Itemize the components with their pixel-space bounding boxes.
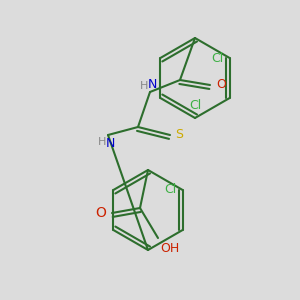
Text: S: S	[175, 128, 183, 142]
Text: Cl: Cl	[164, 184, 177, 196]
Text: H: H	[98, 137, 106, 147]
Text: Cl: Cl	[189, 99, 201, 112]
Text: O: O	[95, 206, 106, 220]
Text: N: N	[106, 137, 116, 150]
Text: H: H	[140, 81, 148, 91]
Text: N: N	[148, 78, 158, 91]
Text: O: O	[216, 79, 226, 92]
Text: Cl: Cl	[212, 52, 224, 64]
Text: OH: OH	[160, 242, 179, 255]
